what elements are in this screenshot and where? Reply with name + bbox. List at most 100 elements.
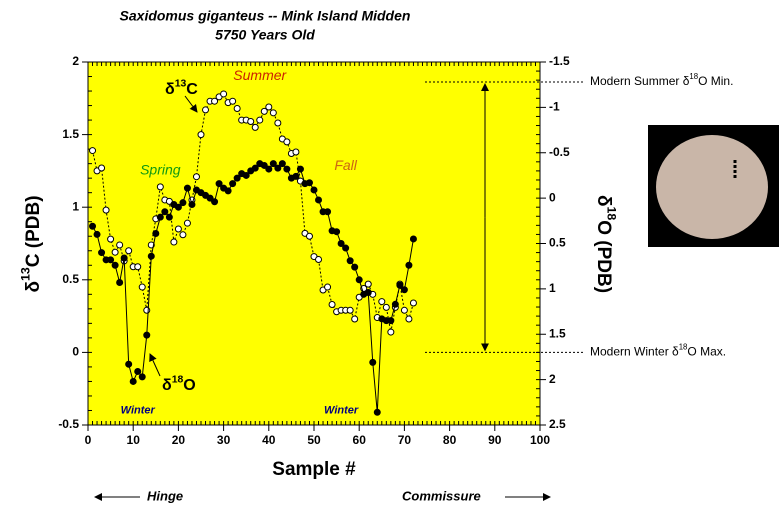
data-point (315, 255, 323, 263)
data-point (391, 300, 399, 308)
data-point (179, 199, 187, 207)
data-point (183, 184, 191, 192)
data-point (147, 252, 155, 260)
y-tick-label: 1 (72, 199, 79, 213)
x-tick-label: 90 (488, 433, 502, 447)
y-tick-label: -0.5 (58, 417, 79, 431)
y-axis-label-part: δ (23, 281, 44, 293)
commissure-label: Commissure (402, 488, 481, 503)
x-tick-label: 80 (443, 433, 457, 447)
data-point (134, 263, 142, 271)
data-point (269, 160, 277, 168)
data-point (102, 206, 110, 214)
shell (656, 135, 768, 239)
data-point (274, 119, 282, 127)
data-point (337, 240, 345, 247)
data-point (305, 232, 313, 240)
data-point (269, 109, 277, 117)
data-point (192, 173, 200, 181)
reference-label-part: Modern Winter δ (590, 345, 679, 359)
data-point (152, 230, 160, 238)
reference-label-part: O Max. (687, 345, 726, 359)
season-label: Fall (334, 157, 357, 173)
y2-tick-label: 2 (549, 372, 556, 386)
data-point (351, 315, 359, 323)
data-point (129, 377, 137, 385)
data-point (265, 165, 273, 173)
series-label-part: δ (165, 81, 175, 98)
label-arrow (184, 95, 198, 113)
data-point (120, 254, 128, 262)
data-point (211, 97, 219, 105)
data-point (346, 257, 354, 265)
data-point (202, 106, 210, 114)
data-point (409, 299, 417, 307)
reference-label-part: 18 (679, 343, 688, 352)
data-point (161, 208, 169, 216)
data-point (125, 247, 133, 255)
reference-label-part: 18 (689, 72, 698, 81)
data-point (242, 171, 250, 179)
data-point (373, 408, 381, 416)
y-axis-label: δ13C (PDB) (19, 195, 44, 292)
data-point (405, 261, 413, 269)
data-point (229, 180, 237, 188)
data-point (138, 283, 146, 291)
data-point (274, 164, 282, 172)
data-point (247, 118, 255, 126)
series-label-part: δ (162, 377, 172, 394)
series-label: δ13C (165, 78, 198, 98)
data-point (156, 183, 164, 191)
y2-tick-label: 1 (549, 281, 556, 295)
data-point (138, 373, 146, 381)
data-point (165, 213, 173, 221)
data-point (310, 186, 318, 194)
data-point (400, 306, 408, 314)
y2-axis-label-part: 18 (604, 206, 618, 220)
y-tick-label: 0 (72, 345, 79, 359)
y2-axis-label-part: O (PDB) (593, 220, 614, 293)
data-point (116, 279, 124, 287)
plot-area (87, 61, 541, 426)
data-point (156, 213, 164, 221)
data-point (324, 283, 332, 291)
y2-tick-label: -0.5 (549, 145, 570, 159)
data-point (224, 187, 232, 195)
data-point (409, 235, 417, 243)
data-point (111, 261, 119, 269)
data-point (125, 360, 133, 368)
data-point (188, 200, 196, 208)
data-point (400, 286, 408, 294)
data-point (143, 306, 151, 314)
series-label-part: C (186, 81, 198, 98)
reference-label: Modern Summer δ18O Min. (590, 72, 733, 88)
label-arrow (149, 353, 161, 377)
series-label-part: 13 (175, 78, 187, 89)
data-point (283, 138, 291, 146)
data-point (211, 198, 219, 206)
season-label: Spring (140, 162, 181, 178)
y2-axis-label: δ18O (PDB) (593, 195, 618, 293)
data-point (296, 165, 304, 173)
data-point (233, 104, 241, 112)
y2-tick-label: 0.5 (549, 236, 566, 250)
y-tick-label: 0.5 (62, 272, 79, 286)
x-tick-label: 70 (398, 433, 412, 447)
data-point (346, 306, 354, 314)
series-label-part: O (183, 377, 195, 394)
y-axis-label-part: C (PDB) (23, 195, 44, 267)
data-point (134, 367, 142, 375)
data-point (111, 248, 119, 256)
data-point (351, 263, 359, 271)
data-point (387, 317, 395, 325)
data-point (387, 328, 395, 336)
y2-tick-label: 2.5 (549, 417, 566, 431)
data-point (369, 358, 377, 366)
data-point (355, 276, 363, 284)
x-tick-label: 50 (307, 433, 321, 447)
data-point (98, 164, 106, 172)
series-label-part: 18 (172, 374, 184, 385)
data-point (315, 196, 323, 204)
y-tick-label: 2 (72, 54, 79, 68)
